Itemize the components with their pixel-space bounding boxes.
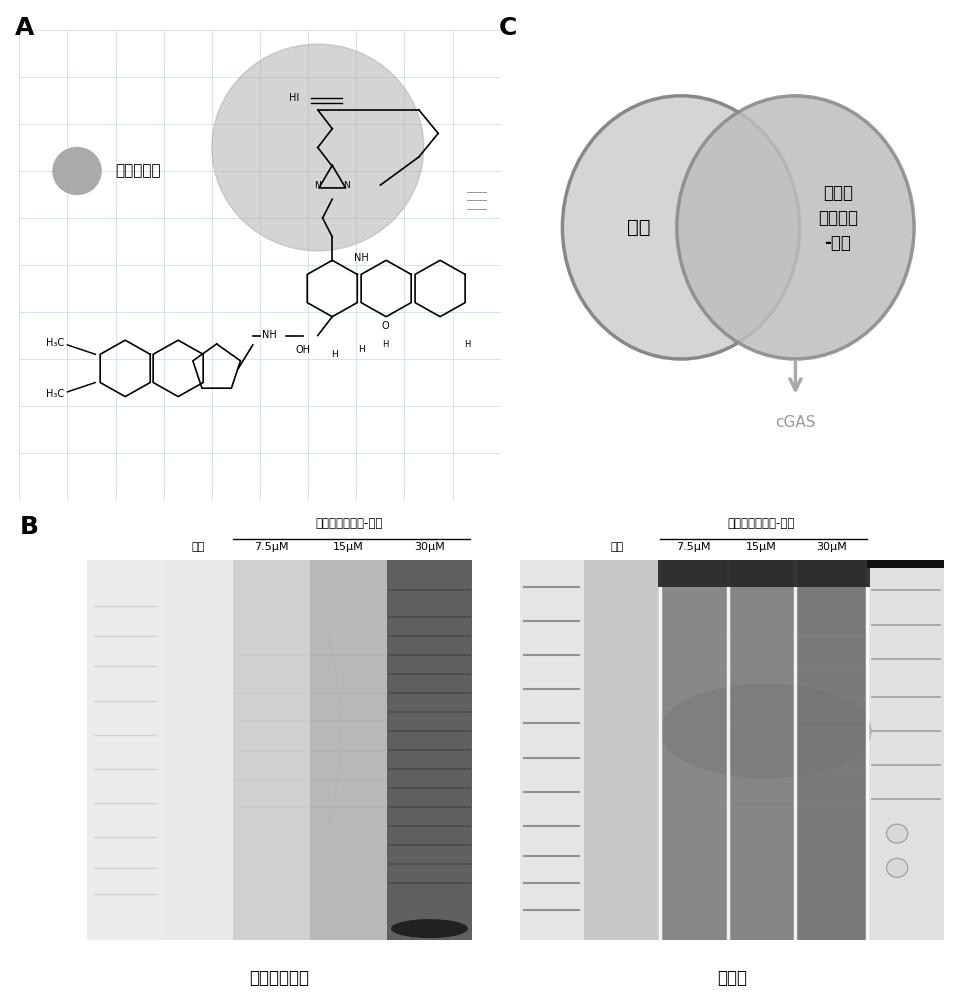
Text: C: C	[499, 16, 517, 40]
Circle shape	[887, 858, 908, 877]
Text: 对照: 对照	[192, 542, 205, 552]
Bar	[310, 560, 387, 940]
Text: 15μM: 15μM	[746, 542, 777, 552]
Circle shape	[677, 96, 914, 359]
Text: OH: OH	[296, 345, 311, 355]
Circle shape	[887, 824, 908, 843]
Text: 30μM: 30μM	[414, 542, 445, 552]
Text: NH: NH	[262, 330, 277, 340]
Text: cGAS: cGAS	[775, 415, 816, 430]
Bar	[233, 560, 310, 940]
Ellipse shape	[391, 919, 468, 938]
Text: H₃C: H₃C	[46, 389, 64, 399]
Text: 7.5μM: 7.5μM	[254, 542, 289, 552]
Bar	[868, 560, 944, 568]
Text: A: A	[14, 16, 34, 40]
Text: HI: HI	[289, 93, 299, 103]
Text: 30μM: 30μM	[816, 542, 846, 552]
Text: N: N	[343, 181, 351, 190]
Bar	[660, 560, 728, 940]
Bar	[387, 560, 472, 940]
Bar	[164, 560, 233, 940]
Text: H: H	[331, 350, 338, 359]
Text: 7.5μM: 7.5μM	[676, 542, 711, 552]
Text: 对照: 对照	[611, 542, 624, 552]
Bar	[87, 560, 164, 940]
Text: H₃C: H₃C	[46, 338, 64, 348]
Bar	[795, 560, 868, 940]
Text: O: O	[381, 321, 389, 331]
Text: 马来酸茚达特罗-探针: 马来酸茚达特罗-探针	[728, 517, 795, 530]
Bar	[728, 560, 795, 940]
Text: B: B	[19, 515, 39, 539]
Text: 潜在结合蛋白: 潜在结合蛋白	[249, 969, 309, 987]
Text: N: N	[314, 181, 322, 190]
Text: 马来酸
茚达特罗
-探针: 马来酸 茚达特罗 -探针	[818, 184, 858, 252]
Circle shape	[53, 147, 101, 194]
Text: 全蛋白: 全蛋白	[716, 969, 747, 987]
Text: NH: NH	[353, 253, 369, 263]
Bar	[868, 560, 944, 940]
Text: 马来酸茚达特罗-探针: 马来酸茚达特罗-探针	[315, 517, 382, 530]
Text: H: H	[382, 340, 388, 349]
Circle shape	[212, 44, 424, 251]
Text: H: H	[464, 340, 470, 349]
Bar	[658, 560, 870, 587]
Ellipse shape	[660, 684, 872, 778]
Circle shape	[562, 96, 799, 359]
Text: 光交联探针: 光交联探针	[116, 163, 161, 178]
Bar	[584, 560, 660, 940]
Bar	[520, 560, 584, 940]
Text: H: H	[357, 345, 365, 354]
Text: 15μM: 15μM	[333, 542, 364, 552]
Text: 对照: 对照	[627, 218, 650, 237]
